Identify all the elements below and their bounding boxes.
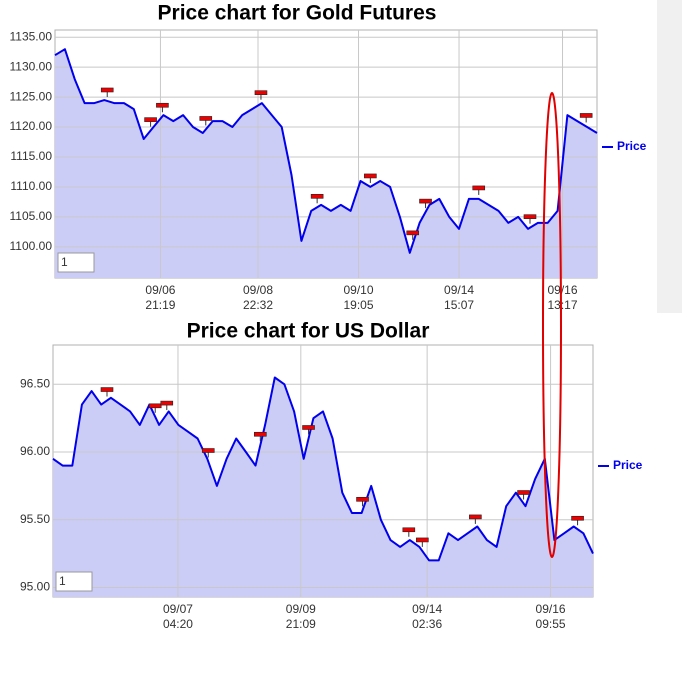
x-tick-label: 22:32 <box>243 298 273 312</box>
event-marker <box>571 515 584 521</box>
legend-label: Price <box>613 458 643 472</box>
event-marker <box>523 214 537 219</box>
event-marker <box>201 448 215 453</box>
event-marker <box>148 403 162 409</box>
x-tick-label: 09/14 <box>444 283 474 297</box>
event-marker <box>100 87 114 93</box>
x-tick-label: 02:36 <box>412 617 442 631</box>
event-marker <box>156 102 169 108</box>
y-tick-label: 1130.00 <box>10 59 53 73</box>
event-marker <box>406 230 420 236</box>
y-tick-label: 95.00 <box>20 580 50 594</box>
x-tick-label: 13:17 <box>547 298 577 312</box>
event-marker <box>356 496 369 502</box>
event-marker <box>144 117 157 122</box>
event-marker <box>254 90 268 95</box>
event-marker <box>302 425 315 430</box>
x-tick-label: 09/09 <box>286 602 316 616</box>
event-marker <box>199 116 213 121</box>
x-tick-label: 09/16 <box>547 283 577 297</box>
x-tick-label: 09/07 <box>163 602 193 616</box>
y-tick-label: 1115.00 <box>10 149 52 163</box>
range-input <box>57 252 95 273</box>
event-marker <box>472 185 486 191</box>
x-tick-label: 19:05 <box>344 298 374 312</box>
event-marker <box>419 198 432 204</box>
y-tick-label: 96.50 <box>20 376 50 390</box>
event-marker <box>416 537 429 543</box>
x-tick-label: 15:07 <box>444 298 474 312</box>
price-line <box>54 48 598 254</box>
event-marker <box>517 490 530 495</box>
background <box>657 0 682 313</box>
range-input-value: 1 <box>61 255 68 269</box>
y-tick-label: 1125.00 <box>10 89 53 103</box>
chart-title: Price chart for US Dollar <box>187 320 430 343</box>
event-marker <box>469 514 482 520</box>
y-tick-label: 1120.00 <box>10 119 53 133</box>
event-marker <box>579 113 593 118</box>
x-tick-label: 21:19 <box>145 298 175 312</box>
price-line <box>52 376 594 562</box>
y-tick-label: 1100.00 <box>10 239 53 253</box>
price-area <box>55 49 597 279</box>
event-marker <box>402 527 416 533</box>
y-tick-label: 95.50 <box>20 512 50 526</box>
y-tick-label: 1105.00 <box>10 209 53 223</box>
x-tick-label: 09/10 <box>344 283 374 297</box>
x-tick-label: 21:09 <box>286 617 316 631</box>
x-tick-label: 09:55 <box>536 617 566 631</box>
x-tick-label: 09/08 <box>243 283 273 297</box>
event-marker <box>364 173 377 179</box>
y-tick-label: 1110.00 <box>10 179 52 193</box>
event-marker <box>160 400 174 406</box>
charts: Price chart for Gold Futures 1100.00 1105.… <box>10 2 647 632</box>
x-tick-label: 04:20 <box>163 617 193 631</box>
event-marker <box>100 387 114 392</box>
x-tick-label: 09/06 <box>145 283 175 297</box>
event-marker <box>310 194 324 199</box>
range-input <box>55 571 93 592</box>
y-tick-label: 1135.00 <box>10 29 53 43</box>
y-tick-label: 96.00 <box>20 444 50 458</box>
x-tick-label: 09/14 <box>412 602 442 616</box>
chart-title: Price chart for Gold Futures <box>158 2 437 25</box>
x-tick-label: 09/16 <box>536 602 566 616</box>
legend-label: Price <box>617 139 647 153</box>
range-input-value: 1 <box>59 574 66 588</box>
event-marker <box>254 431 267 437</box>
highlight-ellipse <box>542 92 562 558</box>
